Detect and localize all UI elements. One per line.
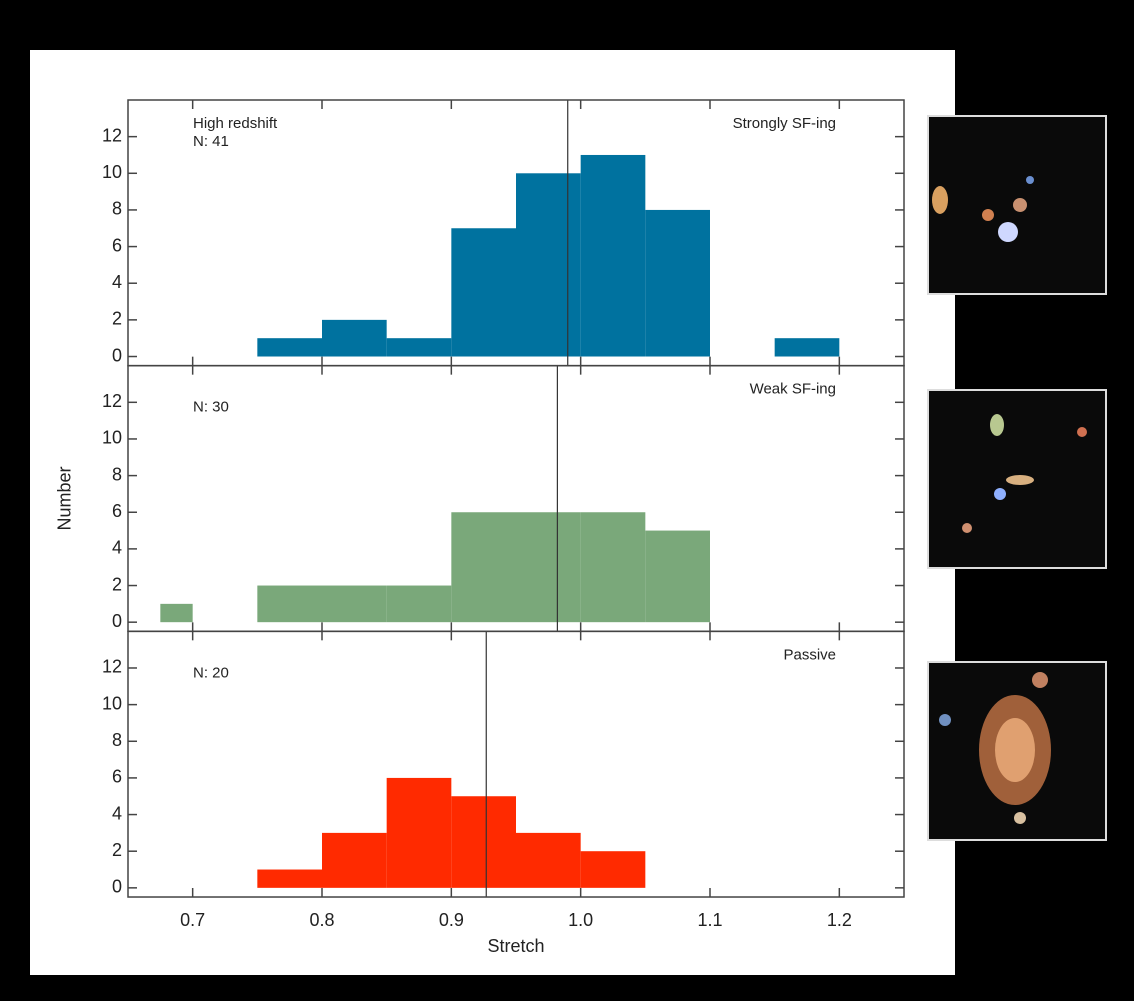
galaxy	[932, 186, 948, 214]
galaxy	[982, 209, 994, 221]
y-tick-label: 12	[102, 125, 122, 145]
y-tick-label: 12	[102, 391, 122, 411]
y-tick-label: 2	[112, 574, 122, 594]
x-tick-label: 1.2	[827, 910, 852, 930]
bar	[516, 512, 581, 623]
galaxy	[1006, 475, 1034, 485]
y-tick-label: 6	[112, 767, 122, 787]
galaxy	[1077, 427, 1087, 437]
y-tick-label: 4	[112, 803, 122, 823]
bar	[322, 585, 387, 623]
bar	[257, 338, 322, 357]
bar	[645, 530, 710, 623]
y-tick-label: 10	[102, 162, 122, 182]
bar	[580, 512, 646, 623]
bar	[257, 585, 322, 623]
galaxy	[962, 523, 972, 533]
y-tick-label: 10	[102, 428, 122, 448]
x-tick-label: 1.0	[568, 910, 593, 930]
panel-title: Passive	[783, 646, 836, 663]
y-tick-label: 0	[112, 345, 122, 365]
galaxy	[1026, 176, 1034, 184]
bar	[580, 851, 646, 888]
x-axis-label: Stretch	[487, 936, 544, 956]
bar	[516, 832, 581, 888]
bar	[160, 603, 193, 623]
bar	[516, 173, 581, 357]
y-tick-label: 4	[112, 272, 122, 292]
y-tick-label: 2	[112, 309, 122, 329]
thumbnails	[927, 115, 1107, 841]
x-tick-label: 0.8	[309, 910, 334, 930]
galaxy	[1032, 672, 1048, 688]
count-label: N: 41	[193, 133, 229, 150]
galaxy	[994, 488, 1006, 500]
galaxy	[995, 718, 1035, 782]
panel-label: High redshift	[193, 115, 278, 132]
plot-frame	[127, 630, 905, 898]
thumbnail	[927, 115, 1107, 295]
galaxy	[1014, 812, 1026, 824]
count-label: N: 20	[193, 664, 229, 681]
bar	[386, 585, 452, 623]
y-tick-label: 8	[112, 199, 122, 219]
y-tick-label: 2	[112, 840, 122, 860]
bar	[257, 869, 322, 888]
bar	[580, 154, 646, 357]
panel-title: Weak SF-ing	[750, 381, 836, 398]
y-tick-label: 6	[112, 235, 122, 255]
y-tick-label: 4	[112, 538, 122, 558]
bar	[451, 228, 516, 357]
y-tick-label: 8	[112, 730, 122, 750]
bar	[451, 796, 516, 888]
galaxy	[1013, 198, 1027, 212]
panel-title: Strongly SF-ing	[733, 115, 836, 132]
y-tick-label: 10	[102, 693, 122, 713]
bar	[322, 832, 387, 888]
bar	[451, 512, 516, 623]
bar	[645, 209, 710, 357]
y-tick-label: 8	[112, 464, 122, 484]
count-label: N: 30	[193, 399, 229, 416]
x-tick-label: 0.9	[439, 910, 464, 930]
bar	[386, 338, 452, 357]
x-tick-label: 0.7	[180, 910, 205, 930]
galaxy	[939, 714, 951, 726]
bar	[386, 777, 452, 888]
bar	[774, 338, 840, 357]
bar	[322, 319, 387, 357]
y-tick-label: 0	[112, 877, 122, 897]
y-tick-label: 6	[112, 501, 122, 521]
y-tick-label: 0	[112, 611, 122, 631]
galaxy	[998, 222, 1018, 242]
y-axis-label: Number	[55, 466, 75, 530]
galaxy	[990, 414, 1004, 436]
x-tick-label: 1.1	[697, 910, 722, 930]
y-tick-label: 12	[102, 657, 122, 677]
